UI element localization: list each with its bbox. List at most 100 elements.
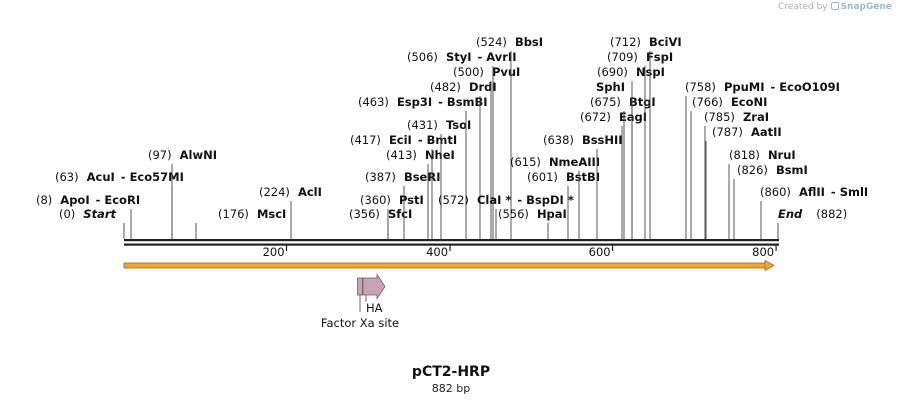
site-name-nrui: NruI bbox=[768, 148, 796, 162]
site-pos-bcivi: (712) bbox=[610, 35, 641, 49]
site-text-aflii: (860) AflII - SmlI bbox=[760, 185, 868, 199]
site-text-esp3i: (463) Esp3I - BsmBI bbox=[358, 95, 488, 109]
site-name-styi: StyI bbox=[446, 50, 472, 64]
site-name-start: Start bbox=[83, 207, 116, 221]
site-name-econi: EcoNI bbox=[731, 95, 767, 109]
site-text-bstbi: (601) BstBI bbox=[527, 170, 600, 184]
site-text-acui: (63) AcuI - Eco57MI bbox=[55, 170, 184, 184]
feature-label-factor-xa: Factor Xa site bbox=[321, 316, 399, 330]
site-label-aatii: (787) AatII bbox=[712, 125, 782, 139]
site-pos-bbsi: (524) bbox=[476, 35, 507, 49]
site-text-ppumi: (758) PpuMI - EcoO109I bbox=[685, 80, 840, 94]
site-suffix-ppumi: - EcoO109I bbox=[771, 80, 840, 94]
site-pos-styi: (506) bbox=[407, 50, 438, 64]
site-name-nhei: NheI bbox=[425, 148, 455, 162]
site-text-alwni: (97) AlwNI bbox=[148, 148, 217, 162]
site-pos-btgi: (675) bbox=[590, 95, 621, 109]
site-name-fspi: FspI bbox=[646, 50, 673, 64]
site-name-esp3i: Esp3I bbox=[397, 95, 432, 109]
site-pos-clai: (572) bbox=[438, 193, 469, 207]
site-pos-end: (882) bbox=[816, 207, 847, 221]
site-text-bsmi: (826) BsmI bbox=[737, 163, 808, 177]
site-name-bcivi: BciVI bbox=[649, 35, 682, 49]
site-pos-aflii: (860) bbox=[760, 185, 791, 199]
site-pos-acli: (224) bbox=[259, 185, 290, 199]
site-suffix-ecii: - BmtI bbox=[418, 133, 457, 147]
credit-brand: SnapGene bbox=[840, 2, 892, 12]
site-label-nrui: (818) NruI bbox=[729, 148, 796, 162]
site-pos-msci: (176) bbox=[218, 207, 249, 221]
site-label-bseri: (387) BseRI bbox=[365, 170, 440, 184]
site-text-nhei: (413) NheI bbox=[386, 148, 455, 162]
site-text-bseri: (387) BseRI bbox=[365, 170, 440, 184]
site-label-acui: (63) AcuI - Eco57MI bbox=[55, 170, 184, 184]
site-name-acui: AcuI bbox=[87, 170, 115, 184]
site-pos-psti: (360) bbox=[360, 193, 391, 207]
site-label-ppumi: (758) PpuMI - EcoO109I bbox=[685, 80, 840, 94]
site-pos-apoi: (8) bbox=[36, 193, 52, 207]
site-name-bsshii: BssHII bbox=[582, 133, 623, 147]
feature-arrow-ha bbox=[362, 273, 386, 300]
site-pos-esp3i: (463) bbox=[358, 95, 389, 109]
site-pos-acui: (63) bbox=[55, 170, 79, 184]
site-label-pvui: (500) PvuI bbox=[453, 65, 520, 79]
plasmid-length: 882 bp bbox=[431, 382, 471, 395]
site-name-acli: AclI bbox=[298, 185, 322, 199]
site-pos-start: (0) bbox=[59, 207, 75, 221]
ruler-ticks: 200 400 600 800 bbox=[263, 244, 777, 259]
site-text-drdi: (482) DrdI bbox=[430, 80, 497, 94]
site-pos-nmeaiii: (615) bbox=[510, 155, 541, 169]
site-pos-aatii: (787) bbox=[712, 125, 743, 139]
site-name-sphi: SphI bbox=[596, 80, 625, 94]
site-name-pvui: PvuI bbox=[492, 65, 520, 79]
feature-label-ha: HA bbox=[366, 301, 383, 315]
site-label-bstbi: (601) BstBI bbox=[527, 170, 600, 184]
site-name-bsmi: BsmI bbox=[776, 163, 808, 177]
site-label-nhei: (413) NheI bbox=[386, 148, 455, 162]
site-label-start: (0) Start bbox=[59, 207, 117, 221]
backbone-top-strand bbox=[124, 239, 779, 242]
site-suffix-aflii: - SmlI bbox=[831, 185, 868, 199]
backbone bbox=[124, 239, 779, 246]
site-label-eagi: (672) EagI bbox=[580, 110, 647, 124]
site-name-drdi: DrdI bbox=[469, 80, 497, 94]
site-label-msci: (176) MscI bbox=[218, 207, 286, 221]
site-pos-fspi: (709) bbox=[607, 50, 638, 64]
site-pos-pvui: (500) bbox=[453, 65, 484, 79]
site-text-msci: (176) MscI bbox=[218, 207, 286, 221]
site-name-clai: ClaI * bbox=[477, 193, 511, 207]
credit-prefix: Created by bbox=[778, 2, 828, 12]
orf-bar bbox=[123, 262, 767, 269]
site-label-styi: (506) StyI - AvrII bbox=[407, 50, 517, 64]
site-name-bseri: BseRI bbox=[404, 170, 441, 184]
site-label-acli: (224) AclI bbox=[259, 185, 322, 199]
site-label-alwni: (97) AlwNI bbox=[148, 148, 217, 162]
site-label-nspi: (690)NspI bbox=[597, 65, 665, 79]
site-name-nmeaiii: NmeAIII bbox=[549, 155, 600, 169]
site-text-eagi: (672) EagI bbox=[580, 110, 647, 124]
site-text-sphi: SphI bbox=[596, 80, 625, 94]
site-text-psti: (360) PstI bbox=[360, 193, 424, 207]
site-label-apoi: (8) ApoI - EcoRI bbox=[36, 193, 140, 207]
site-label-psti: (360) PstI bbox=[360, 193, 424, 207]
site-pos-alwni: (97) bbox=[148, 148, 172, 162]
tick-label-400: 400 bbox=[426, 245, 448, 259]
site-label-drdi: (482) DrdI bbox=[430, 80, 497, 94]
site-pos-ppumi: (758) bbox=[685, 80, 716, 94]
site-label-bcivi: (712) BciVI bbox=[610, 35, 682, 49]
site-text-aatii: (787) AatII bbox=[712, 125, 782, 139]
site-pos-hpai: (556) bbox=[498, 207, 529, 221]
site-label-bbsi: (524) BbsI bbox=[476, 35, 543, 49]
site-suffix-clai: - BspDI * bbox=[517, 193, 573, 207]
site-text-pvui: (500) PvuI bbox=[453, 65, 520, 79]
site-label-aflii: (860) AflII - SmlI bbox=[760, 185, 868, 199]
orf-arrowhead bbox=[764, 259, 775, 272]
site-pos-bstbi: (601) bbox=[527, 170, 558, 184]
snapgene-credit: Created by SnapGene bbox=[778, 2, 892, 12]
site-label-zrai: (785) ZraI bbox=[704, 110, 769, 124]
site-text-end: End (882) bbox=[778, 207, 847, 221]
site-name-apoi: ApoI bbox=[60, 193, 89, 207]
site-label-esp3i: (463) Esp3I - BsmBI bbox=[358, 95, 488, 109]
site-label-btgi: (675) BtgI bbox=[590, 95, 656, 109]
site-pos-zrai: (785) bbox=[704, 110, 735, 124]
